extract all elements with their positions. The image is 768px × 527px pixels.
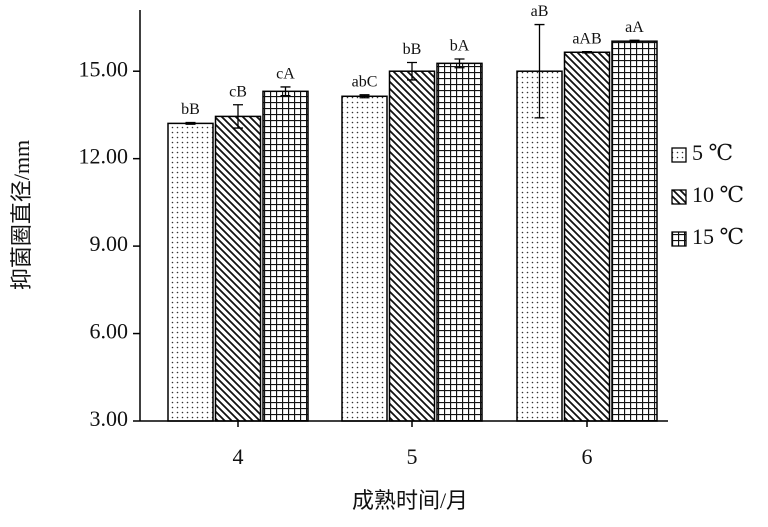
y-tick-label: 3.00 [90, 406, 129, 431]
error-bar [454, 58, 465, 69]
x-tick-label: 5 [407, 444, 418, 469]
x-axis-label: 成熟时间/月 [352, 488, 468, 513]
legend-label: 5 ℃ [692, 140, 733, 165]
bar [214, 115, 262, 422]
y-tick-label: 9.00 [90, 231, 129, 256]
error-bar [233, 104, 243, 129]
y-tick-label: 6.00 [90, 319, 129, 344]
significance-label: aA [625, 19, 644, 36]
significance-label: bA [450, 38, 470, 55]
significance-label: aAB [572, 30, 601, 47]
bar [611, 40, 658, 422]
significance-label: cA [276, 66, 295, 83]
significance-label: cB [229, 83, 247, 100]
significance-label: bB [181, 101, 200, 118]
error-bar [359, 94, 370, 99]
bar [436, 62, 483, 422]
y-axis-label: 抑菌圈直径/mm [9, 140, 34, 290]
x-tick-label: 4 [233, 444, 244, 469]
y-tick-label: 15.00 [79, 56, 129, 81]
significance-label: abC [352, 73, 378, 90]
legend-label: 10 ℃ [692, 182, 744, 207]
x-tick-label: 6 [582, 444, 593, 469]
bar [262, 90, 309, 422]
error-bar [629, 39, 640, 43]
bar [563, 51, 611, 422]
error-bar [280, 86, 291, 97]
significance-label: aB [531, 3, 549, 20]
legend-swatch [671, 189, 687, 205]
error-bar [185, 121, 196, 125]
y-tick-label: 12.00 [79, 144, 129, 169]
legend-swatch [671, 231, 687, 247]
legend-label: 15 ℃ [692, 224, 744, 249]
bar [388, 70, 436, 422]
bar [341, 95, 388, 422]
legend-swatch [671, 147, 687, 163]
error-bar [407, 61, 417, 81]
bar [167, 122, 214, 422]
error-bar [534, 23, 545, 119]
error-bar [582, 51, 592, 54]
significance-label: bB [403, 41, 422, 58]
bar [516, 70, 563, 422]
